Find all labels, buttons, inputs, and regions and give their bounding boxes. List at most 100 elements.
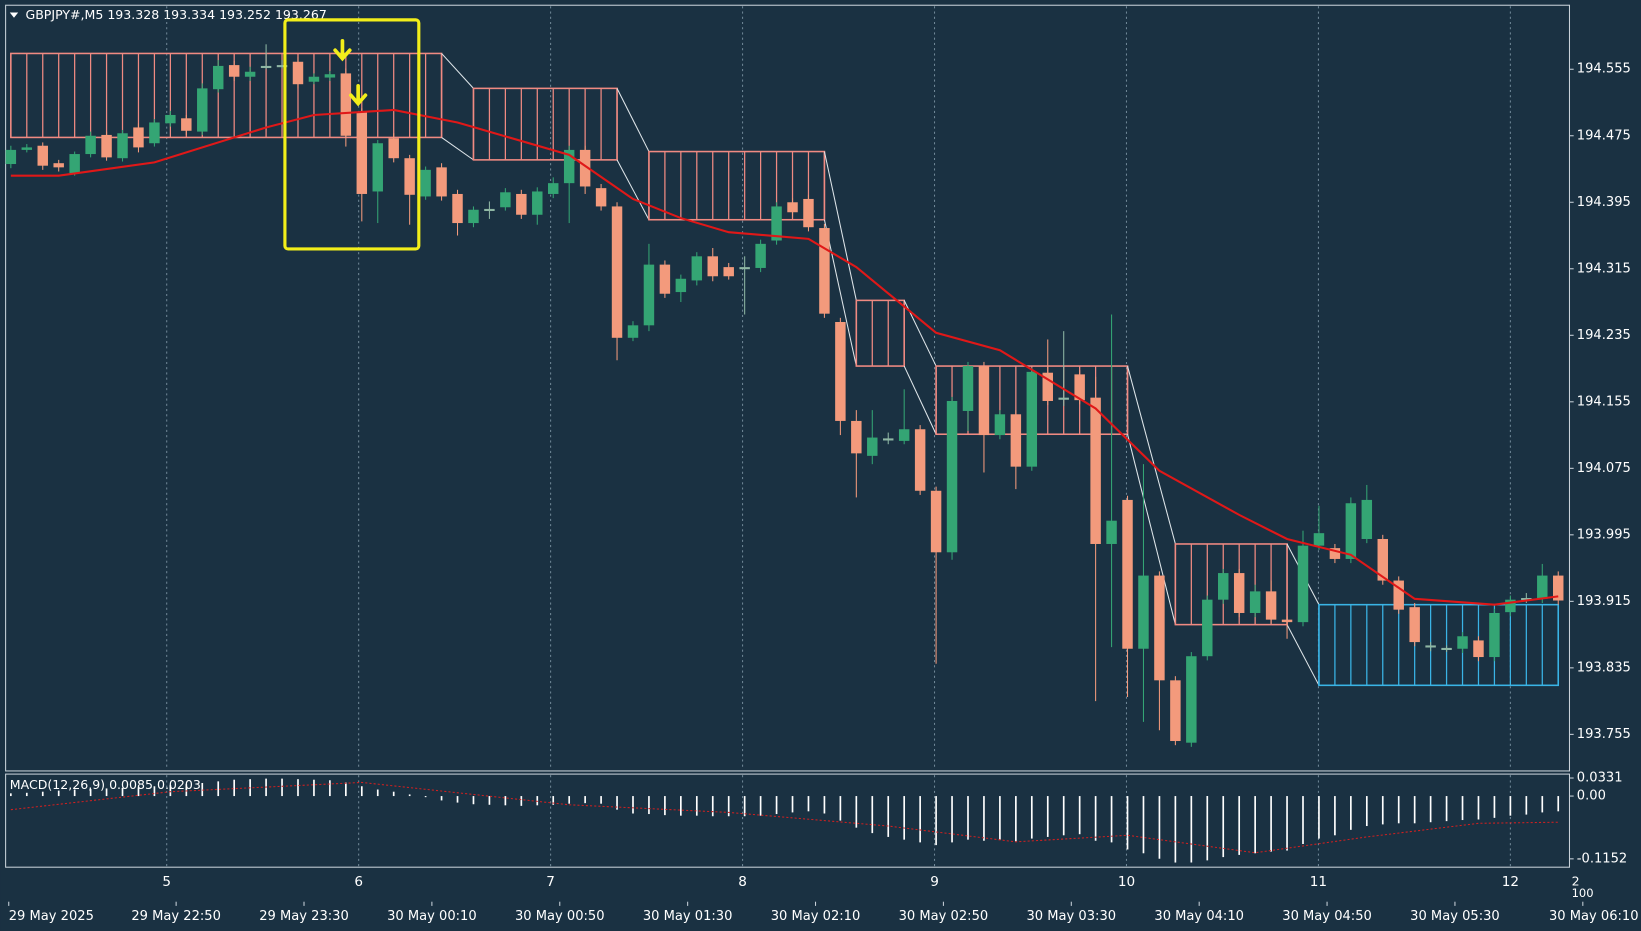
candle-body <box>1202 599 1213 657</box>
day-label: 11 <box>1310 874 1327 890</box>
candle-body <box>1505 599 1516 613</box>
candle-body <box>276 65 288 68</box>
candle-body <box>1329 548 1341 559</box>
candle-body <box>1122 499 1133 649</box>
day-label: 5 <box>162 874 171 890</box>
y-tick-label: 193.995 <box>1577 527 1631 542</box>
candle-body <box>228 65 240 77</box>
candle-body <box>388 138 399 159</box>
candle-body <box>675 278 687 293</box>
candle-body <box>1521 598 1532 601</box>
y-tick-label: 193.915 <box>1577 594 1631 609</box>
candle-body <box>1170 680 1181 742</box>
candle-body <box>404 158 415 195</box>
candle-body <box>659 264 671 294</box>
zone-link <box>823 219 857 367</box>
zone-link <box>1286 624 1320 686</box>
candle-body <box>1106 520 1117 544</box>
zone-link <box>441 53 474 89</box>
candle-body <box>1154 575 1165 681</box>
candle-body <box>643 264 655 326</box>
candle-body <box>468 209 479 224</box>
candle-body <box>867 437 878 456</box>
candle-body <box>101 134 112 158</box>
candle-body <box>1090 397 1101 544</box>
candle-body <box>212 65 224 90</box>
macd-frame <box>5 773 1571 868</box>
candle-body <box>516 193 527 215</box>
zone-link <box>1127 434 1176 625</box>
signal-line <box>10 781 1559 854</box>
signal-annotation <box>283 18 421 251</box>
candle-body <box>819 228 830 314</box>
candle-body <box>292 61 304 85</box>
candle-body <box>1425 645 1436 648</box>
candle-body <box>1457 636 1468 649</box>
candle-body <box>1026 371 1038 467</box>
day-label: 6 <box>354 874 363 890</box>
candle-body <box>356 112 368 194</box>
candle-body <box>1553 575 1564 601</box>
candle-body <box>452 193 463 224</box>
candle-body <box>21 147 33 150</box>
time-label: 30 May 01:30 <box>643 909 733 924</box>
macd-title: MACD(12,26,9) 0.0085 0.0203 <box>10 777 201 792</box>
time-label: 30 May 03:30 <box>1027 909 1117 924</box>
day-label: 8 <box>738 874 747 890</box>
candle-body <box>1393 580 1404 610</box>
candle-body <box>691 256 703 281</box>
y-tick-label: 0.00 <box>1577 789 1606 804</box>
candle-body <box>1297 545 1309 623</box>
candle-body <box>835 321 846 421</box>
candle-body <box>1441 647 1452 650</box>
time-label: 29 May 22:50 <box>131 909 221 924</box>
candle-body <box>595 188 607 207</box>
candle-body <box>739 267 750 270</box>
candle-body <box>532 191 543 215</box>
menu-arrow[interactable] <box>9 12 19 18</box>
candle-body <box>1074 374 1085 401</box>
candle-body <box>372 143 383 192</box>
corner-label: 100 <box>1572 886 1594 900</box>
candle-body <box>340 73 352 136</box>
candle-body <box>1010 414 1022 467</box>
candle-body <box>1313 533 1325 546</box>
candle-body <box>260 65 272 69</box>
y-tick-label: 194.075 <box>1577 461 1631 476</box>
time-label: 30 May 04:50 <box>1282 909 1372 924</box>
candle-body <box>787 202 798 213</box>
time-label: 30 May 00:50 <box>515 909 605 924</box>
zone-link <box>1127 365 1176 545</box>
candle-body <box>1537 575 1548 599</box>
candle-body <box>1249 591 1261 613</box>
candle-body <box>883 438 894 441</box>
day-label: 10 <box>1118 874 1135 890</box>
time-label: 30 May 02:50 <box>899 909 989 924</box>
candle-body <box>500 192 511 208</box>
candle-body <box>165 114 176 124</box>
day-label: 12 <box>1502 874 1519 890</box>
candle-body <box>914 429 926 491</box>
arrow-down <box>333 38 352 62</box>
price-frame <box>5 4 1571 772</box>
time-label: 29 May 2025 <box>9 909 94 924</box>
candle-body <box>1042 372 1053 401</box>
candle-body <box>930 490 942 553</box>
candle-body <box>611 206 623 338</box>
candle-body <box>308 76 320 82</box>
candle-body <box>197 88 208 132</box>
day-label: 7 <box>546 874 555 890</box>
zone-link <box>616 88 650 152</box>
y-tick-label: 194.555 <box>1577 62 1631 77</box>
candle-body <box>579 149 591 187</box>
y-tick-label: 193.755 <box>1577 727 1631 742</box>
candle-body <box>324 74 336 78</box>
corner-label: 2 <box>1572 873 1580 888</box>
candle-body <box>1281 619 1293 623</box>
time-label: 30 May 06:10 <box>1549 909 1639 924</box>
candle-body <box>771 206 782 241</box>
y-tick-label: 193.835 <box>1577 660 1631 675</box>
zone-link <box>903 365 937 435</box>
candle-body <box>755 243 766 268</box>
